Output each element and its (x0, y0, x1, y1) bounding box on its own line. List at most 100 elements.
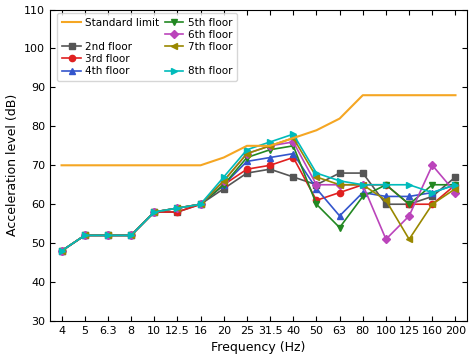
7th floor (429, 202, 435, 206)
6th floor (267, 144, 273, 148)
5th floor (82, 233, 88, 238)
Line: 8th floor: 8th floor (59, 131, 459, 254)
7th floor (360, 183, 366, 187)
5th floor (290, 144, 296, 148)
2nd floor (198, 202, 203, 206)
2nd floor (175, 210, 180, 214)
4th floor (267, 156, 273, 160)
5th floor (337, 225, 342, 230)
7th floor (221, 179, 227, 183)
7th floor (337, 183, 342, 187)
8th floor (244, 148, 250, 152)
2nd floor (406, 202, 412, 206)
7th floor (244, 152, 250, 156)
8th floor (175, 206, 180, 210)
Standard limit (82, 163, 88, 167)
7th floor (151, 210, 157, 214)
Line: 3rd floor: 3rd floor (59, 154, 459, 254)
Line: 4th floor: 4th floor (59, 150, 459, 254)
8th floor (151, 210, 157, 214)
Standard limit (267, 144, 273, 148)
6th floor (406, 214, 412, 218)
2nd floor (337, 171, 342, 175)
Standard limit (244, 144, 250, 148)
7th floor (59, 249, 64, 253)
7th floor (406, 237, 412, 242)
5th floor (59, 249, 64, 253)
Standard limit (175, 163, 180, 167)
6th floor (383, 237, 389, 242)
6th floor (198, 202, 203, 206)
4th floor (406, 194, 412, 199)
2nd floor (105, 233, 111, 238)
8th floor (198, 202, 203, 206)
6th floor (314, 183, 319, 187)
4th floor (59, 249, 64, 253)
6th floor (128, 233, 134, 238)
4th floor (198, 202, 203, 206)
7th floor (198, 202, 203, 206)
3rd floor (151, 210, 157, 214)
8th floor (406, 183, 412, 187)
5th floor (383, 183, 389, 187)
Standard limit (151, 163, 157, 167)
7th floor (128, 233, 134, 238)
Standard limit (314, 128, 319, 132)
5th floor (314, 202, 319, 206)
6th floor (360, 183, 366, 187)
Standard limit (360, 93, 366, 97)
3rd floor (429, 202, 435, 206)
8th floor (383, 183, 389, 187)
4th floor (244, 159, 250, 163)
7th floor (383, 198, 389, 202)
6th floor (453, 190, 458, 195)
6th floor (221, 179, 227, 183)
3rd floor (175, 210, 180, 214)
Y-axis label: Acceleration level (dB): Acceleration level (dB) (6, 94, 18, 237)
7th floor (314, 175, 319, 179)
3rd floor (267, 163, 273, 167)
8th floor (267, 140, 273, 144)
Line: Standard limit: Standard limit (61, 95, 455, 165)
5th floor (105, 233, 111, 238)
2nd floor (82, 233, 88, 238)
Standard limit (128, 163, 134, 167)
Standard limit (429, 93, 435, 97)
6th floor (175, 206, 180, 210)
5th floor (429, 183, 435, 187)
8th floor (429, 190, 435, 195)
7th floor (453, 186, 458, 191)
3rd floor (360, 183, 366, 187)
3rd floor (105, 233, 111, 238)
3rd floor (453, 183, 458, 187)
3rd floor (128, 233, 134, 238)
8th floor (337, 179, 342, 183)
6th floor (82, 233, 88, 238)
2nd floor (314, 183, 319, 187)
5th floor (406, 202, 412, 206)
4th floor (82, 233, 88, 238)
5th floor (128, 233, 134, 238)
3rd floor (59, 249, 64, 253)
7th floor (267, 144, 273, 148)
3rd floor (221, 183, 227, 187)
5th floor (175, 206, 180, 210)
3rd floor (244, 167, 250, 171)
6th floor (429, 163, 435, 167)
3rd floor (290, 156, 296, 160)
8th floor (82, 233, 88, 238)
8th floor (453, 183, 458, 187)
2nd floor (128, 233, 134, 238)
Standard limit (453, 93, 458, 97)
5th floor (151, 210, 157, 214)
2nd floor (453, 175, 458, 179)
4th floor (290, 152, 296, 156)
Standard limit (198, 163, 203, 167)
8th floor (314, 171, 319, 175)
Standard limit (105, 163, 111, 167)
3rd floor (406, 202, 412, 206)
2nd floor (244, 171, 250, 175)
3rd floor (82, 233, 88, 238)
8th floor (360, 183, 366, 187)
6th floor (59, 249, 64, 253)
